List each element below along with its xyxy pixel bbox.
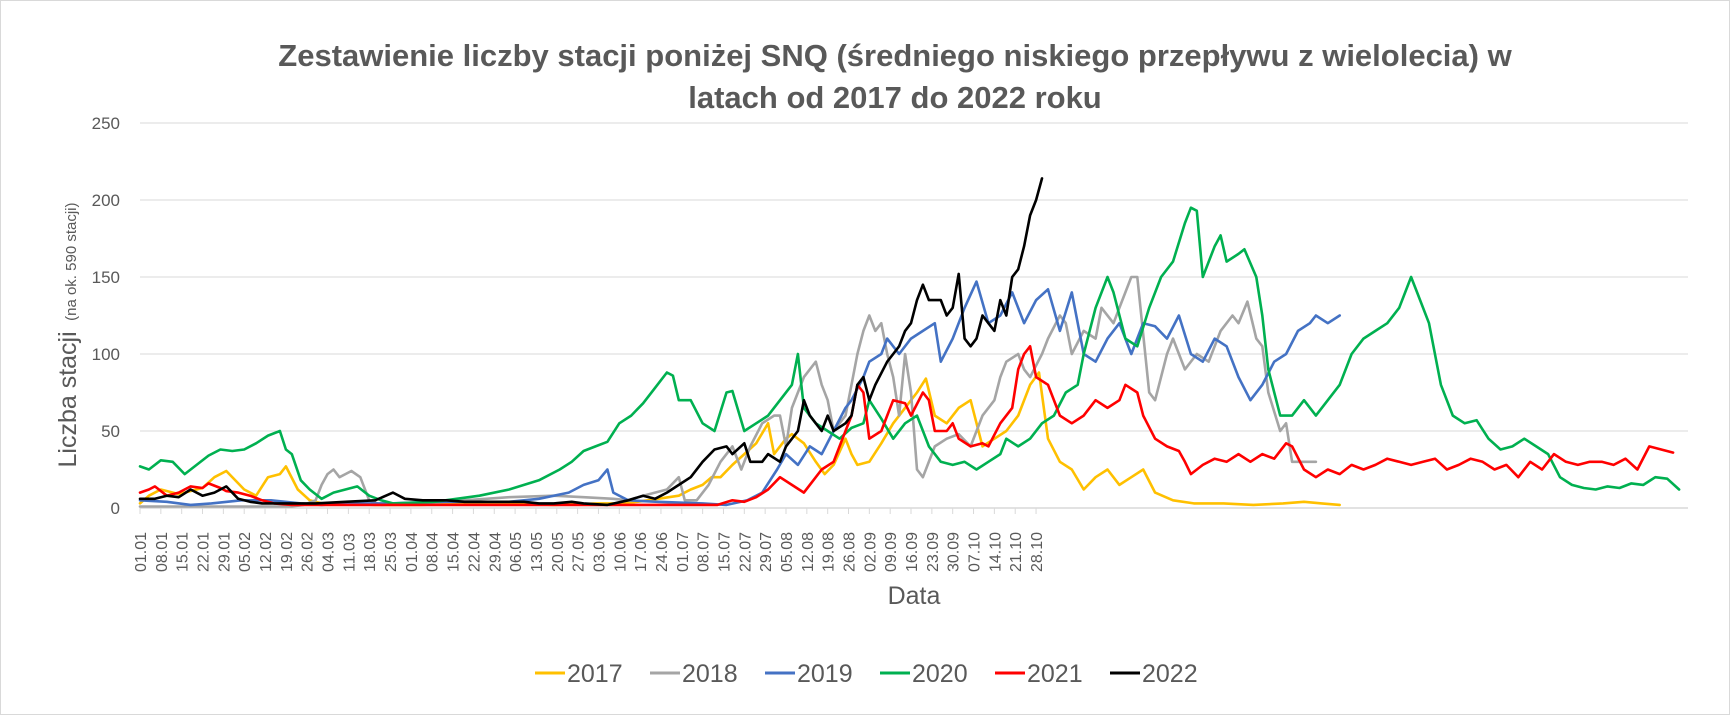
x-axis-ticks: 01.01 08.01 15.01 22.01 29.01 05.02 12.02 19.02… xyxy=(133,508,1046,572)
chart-title-line2: latach od 2017 do 2022 roku xyxy=(688,80,1102,115)
x-tick-label: 01.07 xyxy=(675,532,692,572)
y-axis-ticks: 0 50 100 150 200 250 xyxy=(92,114,120,518)
x-tick-label: 27.05 xyxy=(571,532,588,572)
x-tick-label: 01.01 xyxy=(133,532,150,572)
x-tick-label: 29.01 xyxy=(216,532,233,572)
y-tick-label: 250 xyxy=(92,114,120,133)
x-tick-label: 07.10 xyxy=(967,532,984,572)
x-tick-label: 03.06 xyxy=(591,532,608,572)
x-tick-label: 10.06 xyxy=(612,532,629,572)
series-lines xyxy=(138,177,1681,508)
legend-label-2021: 2021 xyxy=(1027,660,1083,688)
x-tick-label: 08.07 xyxy=(696,532,713,572)
x-tick-label: 16.09 xyxy=(904,532,921,572)
series-line-2021 xyxy=(138,345,1675,507)
x-tick-label: 26.02 xyxy=(300,532,317,572)
x-tick-label: 20.05 xyxy=(550,532,567,572)
y-tick-label: 200 xyxy=(92,191,120,210)
x-tick-label: 12.02 xyxy=(258,532,275,572)
x-tick-label: 01.04 xyxy=(404,532,421,572)
x-tick-label: 30.09 xyxy=(946,532,963,572)
x-tick-label: 04.03 xyxy=(321,532,338,572)
x-tick-label: 13.05 xyxy=(529,532,546,572)
x-tick-label: 29.07 xyxy=(758,532,775,572)
x-tick-label: 19.08 xyxy=(821,532,838,572)
legend-label-2017: 2017 xyxy=(567,660,623,688)
x-tick-label: 15.04 xyxy=(446,532,463,572)
legend: 2017 2018 2019 2020 2021 2022 xyxy=(535,660,1198,688)
x-tick-label: 25.03 xyxy=(383,532,400,572)
x-tick-label: 09.09 xyxy=(883,532,900,572)
series-line-2020 xyxy=(138,206,1681,505)
x-axis-title: Data xyxy=(888,582,941,610)
y-tick-label: 50 xyxy=(101,422,120,441)
legend-label-2020: 2020 xyxy=(912,660,968,688)
x-tick-label: 21.10 xyxy=(1008,532,1025,572)
y-axis-title-sub: (na ok. 590 stacji) xyxy=(63,202,80,320)
y-axis-title-main: Liczba stacji xyxy=(54,331,82,467)
x-tick-label: 29.04 xyxy=(487,532,504,572)
y-tick-label: 100 xyxy=(92,345,120,364)
x-tick-label: 11.03 xyxy=(341,533,358,572)
x-tick-label: 26.08 xyxy=(842,532,859,572)
x-tick-label: 19.02 xyxy=(279,532,296,572)
x-tick-label: 05.08 xyxy=(779,532,796,572)
x-tick-label: 22.04 xyxy=(466,532,483,572)
series-line-2017 xyxy=(138,371,1341,507)
series-line-2019 xyxy=(138,280,1341,507)
series-line-2022 xyxy=(138,177,1044,507)
x-tick-label: 15.01 xyxy=(175,532,192,572)
x-tick-label: 12.08 xyxy=(800,532,817,572)
x-tick-label: 18.03 xyxy=(362,532,379,572)
x-tick-label: 17.06 xyxy=(633,532,650,572)
legend-label-2018: 2018 xyxy=(682,660,738,688)
legend-label-2019: 2019 xyxy=(797,660,853,688)
x-tick-label: 08.04 xyxy=(425,532,442,572)
x-tick-label: 14.10 xyxy=(987,532,1004,572)
y-tick-label: 0 xyxy=(111,499,120,518)
x-tick-label: 06.05 xyxy=(508,532,525,572)
x-tick-label: 28.10 xyxy=(1029,532,1046,572)
svg-text:Liczba stacji (na ok. 59: Liczba stacji (na ok. 590 stacji) xyxy=(54,202,82,467)
x-tick-label: 23.09 xyxy=(925,532,942,572)
x-tick-label: 24.06 xyxy=(654,532,671,572)
x-tick-label: 22.01 xyxy=(196,532,213,572)
x-tick-label: 15.07 xyxy=(716,532,733,572)
gridlines xyxy=(140,122,1688,432)
legend-label-2022: 2022 xyxy=(1142,660,1198,688)
chart-title-line1: Zestawienie liczby stacji poniżej SNQ (ś… xyxy=(278,38,1512,73)
x-tick-label: 22.07 xyxy=(737,532,754,572)
x-tick-label: 02.09 xyxy=(862,532,879,572)
y-axis-title: Liczba stacji (na ok. 590 stacji) xyxy=(54,202,82,467)
x-tick-label: 05.02 xyxy=(237,532,254,572)
y-tick-label: 150 xyxy=(92,268,120,287)
x-tick-label: 08.01 xyxy=(154,532,171,572)
